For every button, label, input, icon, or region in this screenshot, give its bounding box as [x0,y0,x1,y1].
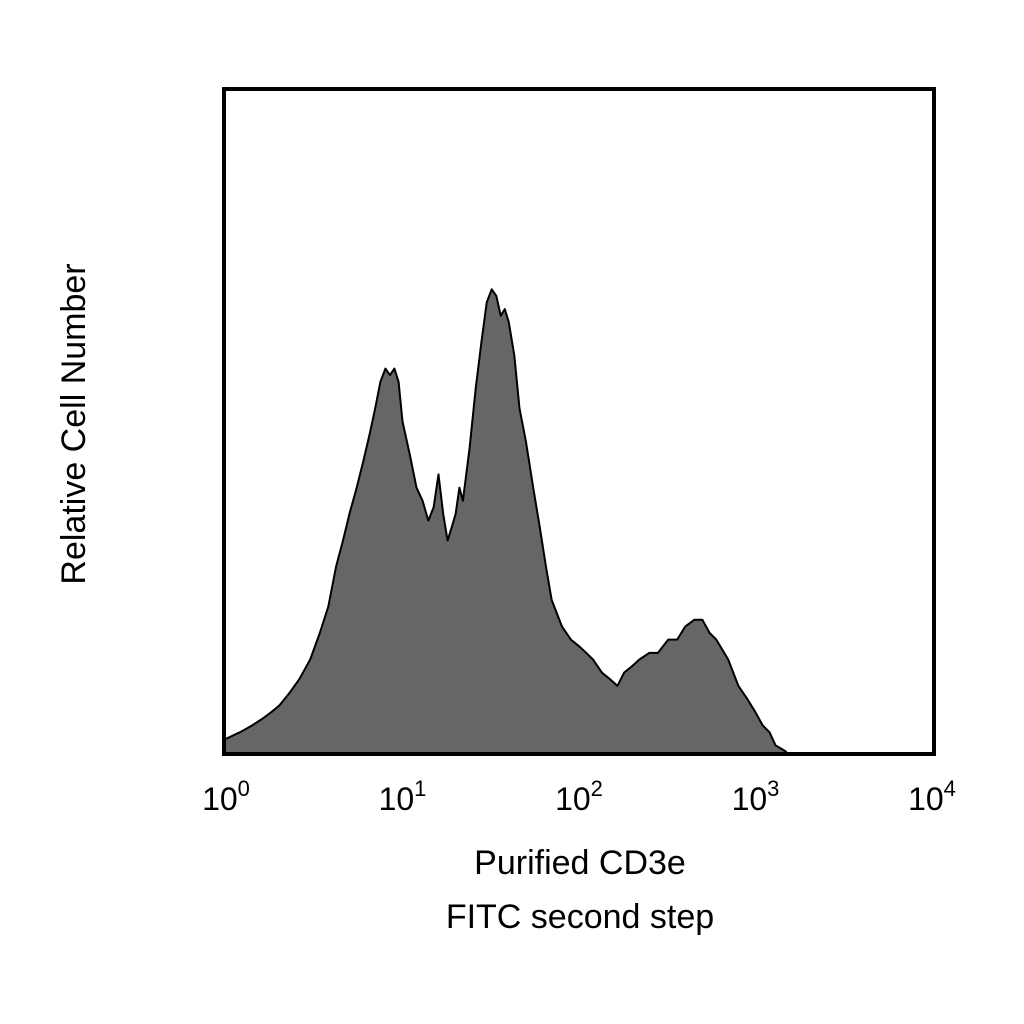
x-axis-title-line2: FITC second step [446,898,714,936]
y-axis-title: Relative Cell Number [55,263,93,584]
x-tick-label-4: 104 [908,776,956,817]
x-tick-label-1: 101 [379,776,427,817]
x-axis-title-line1: Purified CD3e [474,844,686,882]
x-tick-label-0: 100 [202,776,250,817]
histogram-fill [226,289,787,752]
plot-frame [222,87,936,756]
plot-area [225,288,788,753]
histogram-outline [225,288,788,753]
x-tick-label-2: 102 [555,776,603,817]
x-tick-label-3: 103 [732,776,780,817]
x-tick-labels: 100 101 102 103 104 [202,776,956,817]
